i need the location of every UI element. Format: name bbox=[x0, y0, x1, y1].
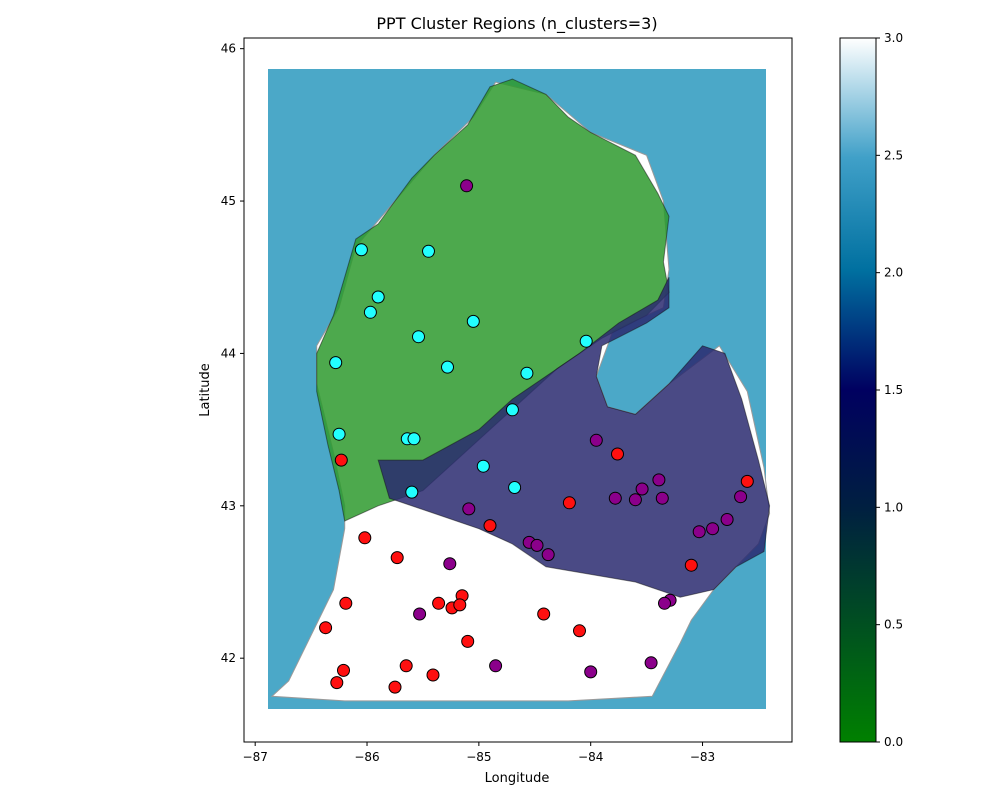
station-point-1-1 bbox=[589, 433, 603, 447]
station-point-1-8 bbox=[462, 502, 476, 516]
colorbar-tick-label: 1.5 bbox=[884, 383, 903, 397]
station-point-2-17 bbox=[337, 663, 350, 677]
station-point-2-9 bbox=[339, 596, 353, 610]
station-point-1-9 bbox=[692, 525, 706, 539]
chart-title: PPT Cluster Regions (n_clusters=3) bbox=[376, 14, 657, 34]
station-point-0-7 bbox=[329, 356, 343, 370]
station-point-1-18 bbox=[413, 607, 427, 621]
station-point-0-13 bbox=[407, 432, 421, 446]
station-point-2-10 bbox=[432, 596, 446, 610]
station-point-1-20 bbox=[584, 665, 598, 679]
x-axis-label: Longitude bbox=[485, 771, 550, 786]
map-plot-area bbox=[244, 38, 792, 742]
station-point-0-2 bbox=[371, 290, 385, 304]
y-tick-label: 43 bbox=[221, 499, 236, 513]
station-point-2-16 bbox=[461, 634, 475, 648]
station-point-0-5 bbox=[412, 330, 425, 344]
x-tick-label: −85 bbox=[466, 750, 491, 764]
station-point-2-15 bbox=[573, 624, 586, 638]
station-point-2-4 bbox=[483, 519, 497, 533]
station-point-0-6 bbox=[579, 334, 593, 348]
station-point-0-15 bbox=[508, 481, 522, 494]
station-point-2-12 bbox=[453, 598, 467, 612]
colorbar-tick-label: 3.0 bbox=[884, 31, 903, 45]
y-axis-ticks: 42 43 44 45 46 bbox=[221, 42, 244, 665]
station-point-1-2 bbox=[652, 473, 666, 487]
y-axis-label: Latitude bbox=[198, 363, 213, 417]
station-point-1-17 bbox=[658, 596, 671, 610]
cluster-regions-layer bbox=[316, 78, 771, 598]
station-point-1-3 bbox=[635, 482, 649, 496]
station-point-0-14 bbox=[476, 459, 490, 473]
station-points-layer bbox=[319, 179, 754, 694]
station-point-0-9 bbox=[520, 366, 534, 380]
station-point-1-10 bbox=[706, 522, 720, 536]
station-point-2-0 bbox=[334, 453, 348, 467]
station-point-0-1 bbox=[422, 244, 435, 258]
station-point-2-6 bbox=[390, 551, 404, 565]
station-point-2-14 bbox=[319, 621, 333, 635]
station-point-1-7 bbox=[734, 490, 748, 504]
colorbar-tick-label: 1.0 bbox=[884, 500, 903, 514]
station-point-1-0 bbox=[460, 179, 474, 193]
station-point-1-4 bbox=[608, 491, 622, 505]
station-point-2-18 bbox=[399, 659, 413, 673]
colorbar-tick-label: 2.0 bbox=[884, 266, 903, 280]
y-tick-label: 44 bbox=[221, 346, 236, 360]
colorbar-tick-label: 0.5 bbox=[884, 618, 903, 632]
station-point-2-3 bbox=[562, 496, 576, 510]
colorbar-tick-label: 0.0 bbox=[884, 735, 903, 749]
station-point-2-20 bbox=[330, 676, 344, 690]
colorbar: 0.0 0.5 1.0 1.5 2.0 2.5 3.0 bbox=[839, 31, 903, 749]
station-point-1-15 bbox=[443, 557, 457, 571]
station-point-0-3 bbox=[363, 305, 377, 319]
x-tick-label: −83 bbox=[690, 750, 715, 764]
station-point-2-2 bbox=[740, 474, 754, 488]
station-point-0-16 bbox=[405, 485, 419, 499]
station-point-0-11 bbox=[332, 427, 346, 441]
station-point-1-21 bbox=[644, 656, 658, 670]
station-point-1-19 bbox=[489, 659, 503, 673]
station-point-0-8 bbox=[441, 360, 454, 374]
colorbar-gradient bbox=[839, 37, 877, 743]
y-tick-label: 45 bbox=[221, 194, 236, 208]
x-tick-label: −84 bbox=[578, 750, 603, 764]
station-point-1-11 bbox=[720, 513, 734, 526]
station-point-2-5 bbox=[358, 531, 372, 545]
station-point-0-10 bbox=[505, 403, 519, 417]
station-point-1-6 bbox=[655, 491, 669, 505]
colorbar-tick-label: 2.5 bbox=[884, 148, 903, 162]
x-tick-label: −87 bbox=[243, 750, 268, 764]
station-point-0-4 bbox=[466, 314, 480, 328]
station-point-0-0 bbox=[354, 243, 368, 257]
station-point-2-7 bbox=[684, 558, 698, 572]
station-point-2-19 bbox=[426, 668, 440, 682]
y-tick-label: 42 bbox=[221, 651, 236, 665]
x-axis-ticks: −87 −86 −85 −84 −83 bbox=[243, 742, 715, 764]
plot-frame bbox=[243, 37, 793, 743]
station-point-1-5 bbox=[628, 493, 642, 507]
station-point-2-1 bbox=[611, 447, 624, 461]
station-point-2-13 bbox=[537, 607, 551, 621]
cluster-region-purple bbox=[377, 276, 771, 598]
station-point-1-13 bbox=[530, 538, 544, 552]
colorbar-ticks: 0.0 0.5 1.0 1.5 2.0 2.5 3.0 bbox=[876, 31, 903, 749]
x-tick-label: −86 bbox=[354, 750, 379, 764]
y-tick-label: 46 bbox=[221, 42, 236, 56]
station-point-1-14 bbox=[541, 548, 555, 562]
station-point-2-21 bbox=[388, 680, 402, 694]
